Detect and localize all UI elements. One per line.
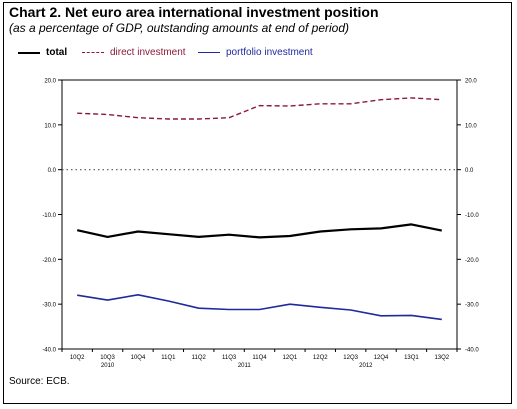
chart-subtitle: (as a percentage of GDP, outstanding amo… <box>9 21 349 35</box>
chart-title: Chart 2. Net euro area international inv… <box>9 4 379 20</box>
x-tick-label: 12Q2 <box>313 355 328 361</box>
legend-label-portfolio: portfolio investment <box>226 47 313 58</box>
y-tick-label-right: 10.0 <box>465 123 477 129</box>
x-tick-label: 12Q1 <box>283 355 298 361</box>
y-tick-label-right: 20.0 <box>465 79 477 85</box>
x-tick-label: 10Q4 <box>131 355 146 361</box>
legend-swatch-portfolio <box>198 52 220 53</box>
y-tick-label-left: 10.0 <box>44 123 56 129</box>
chart-frame <box>3 2 512 404</box>
x-tick-label: 10Q3 <box>100 355 115 361</box>
y-tick-label-left: -30.0 <box>42 303 56 309</box>
x-tick-label: 13Q2 <box>434 355 449 361</box>
x-tick-label: 13Q1 <box>404 355 419 361</box>
plot-area <box>61 79 458 350</box>
y-tick-label-left: -10.0 <box>42 213 56 219</box>
y-tick-label-right: -30.0 <box>465 303 479 309</box>
y-tick-label-left: 0.0 <box>48 168 57 174</box>
legend-swatch-total <box>18 51 40 54</box>
y-tick-label-right: -40.0 <box>465 348 479 354</box>
y-tick-label-right: 0.0 <box>465 168 474 174</box>
y-tick-label-left: -20.0 <box>42 258 56 264</box>
x-tick-label: 11Q1 <box>161 355 176 361</box>
source-note: Source: ECB. <box>9 376 70 387</box>
legend-swatch-direct <box>82 52 104 53</box>
legend-item-direct: direct investment <box>82 47 186 58</box>
y-tick-label-right: -10.0 <box>465 213 479 219</box>
x-year-label: 2010 <box>101 363 115 369</box>
legend-item-total: total <box>18 47 67 58</box>
series-line-total <box>76 223 443 239</box>
x-tick-label: 10Q2 <box>70 355 85 361</box>
x-tick-label: 11Q3 <box>222 355 237 361</box>
x-tick-label: 11Q4 <box>252 355 267 361</box>
y-tick-label-left: 20.0 <box>44 79 56 85</box>
legend-label-total: total <box>46 47 68 58</box>
y-tick-label-right: -20.0 <box>465 258 479 264</box>
x-tick-label: 11Q2 <box>192 355 207 361</box>
y-tick-label-left: -40.0 <box>42 348 56 354</box>
series-line-direct-investment <box>77 97 442 120</box>
x-tick-label: 12Q3 <box>343 355 358 361</box>
legend-item-portfolio: portfolio investment <box>198 47 313 58</box>
x-year-label: 2011 <box>238 363 252 369</box>
x-tick-label: 12Q4 <box>374 355 389 361</box>
series-line-portfolio-investment <box>77 293 442 321</box>
x-year-label: 2012 <box>359 363 373 369</box>
legend-label-direct: direct investment <box>110 47 186 58</box>
